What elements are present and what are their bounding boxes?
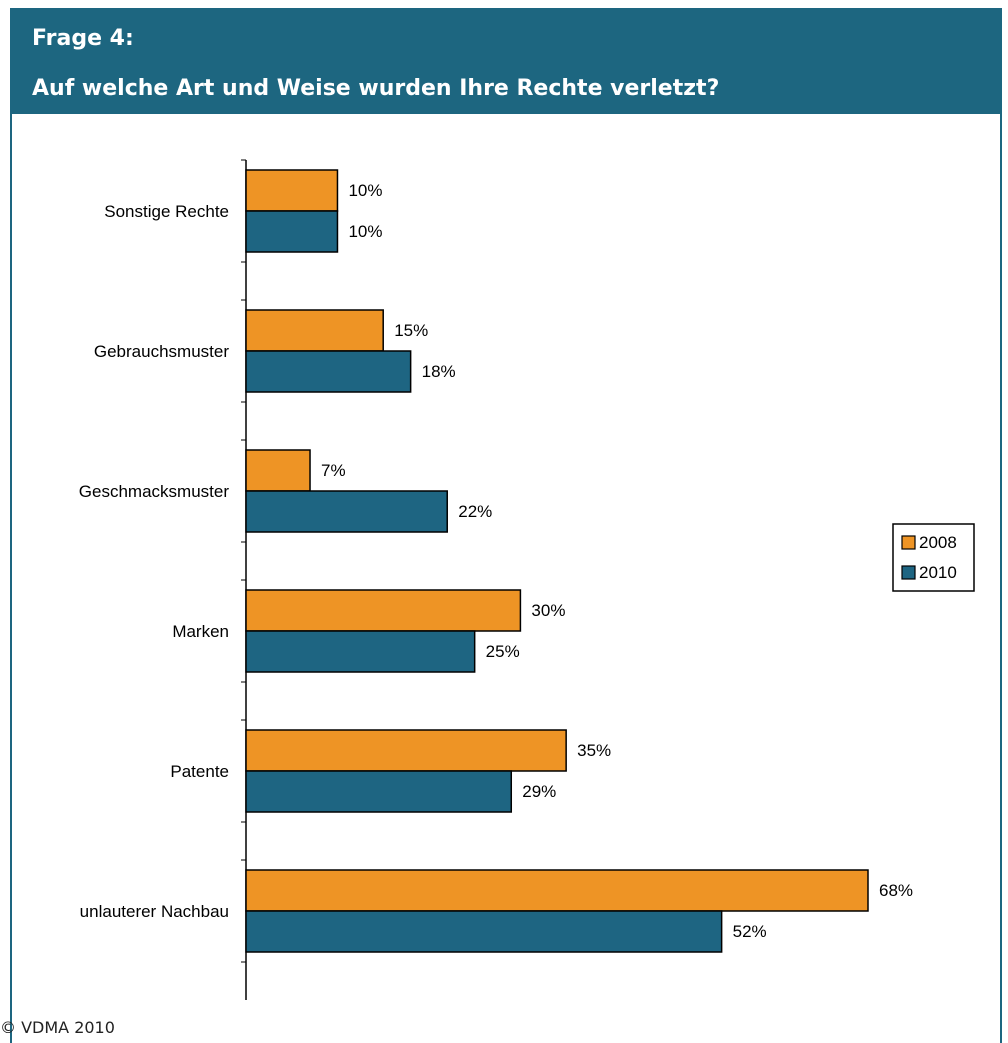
bar-2008 [245,869,869,912]
data-label-2010: 52% [733,922,767,941]
bar-2008 [245,589,522,632]
legend-swatch-2008 [901,535,916,550]
data-label-2008: 10% [348,181,382,200]
bar-2008 [245,169,339,212]
chart-frame [10,8,1002,1043]
bar-2010 [245,490,448,533]
legend-label-2008: 2008 [919,533,957,552]
legend-label-2010: 2010 [919,563,957,582]
data-label-2008: 68% [879,881,913,900]
bar-2010 [245,910,723,953]
data-label-2010: 29% [522,782,556,801]
data-label-2008: 30% [531,601,565,620]
legend-box [892,523,975,592]
category-label: Gebrauchsmuster [94,342,229,361]
data-label-2010: 22% [458,502,492,521]
bar-2008 [245,449,311,492]
category-label: Sonstige Rechte [104,202,229,221]
bar-2010 [245,350,412,393]
data-label-2008: 15% [394,321,428,340]
chart-header: Frage 4: Auf welche Art und Weise wurden… [10,8,1002,114]
bar-2008 [245,309,384,352]
bar-2008 [245,729,567,772]
bar-2010 [245,210,339,253]
data-label-2010: 10% [348,222,382,241]
chart-title: Auf welche Art und Weise wurden Ihre Rec… [32,76,720,101]
data-label-2008: 7% [321,461,346,480]
bar-2010 [245,770,513,813]
category-label: unlauterer Nachbau [80,902,229,921]
data-label-2008: 35% [577,741,611,760]
bar-2010 [245,630,476,673]
category-label: Marken [172,622,229,641]
copyright-notice: © VDMA 2010 [0,1018,115,1037]
legend-swatch-2010 [901,565,916,580]
category-label: Patente [170,762,229,781]
category-label: Geschmacksmuster [79,482,230,501]
question-number: Frage 4: [32,26,134,51]
data-label-2010: 18% [422,362,456,381]
data-label-2010: 25% [486,642,520,661]
